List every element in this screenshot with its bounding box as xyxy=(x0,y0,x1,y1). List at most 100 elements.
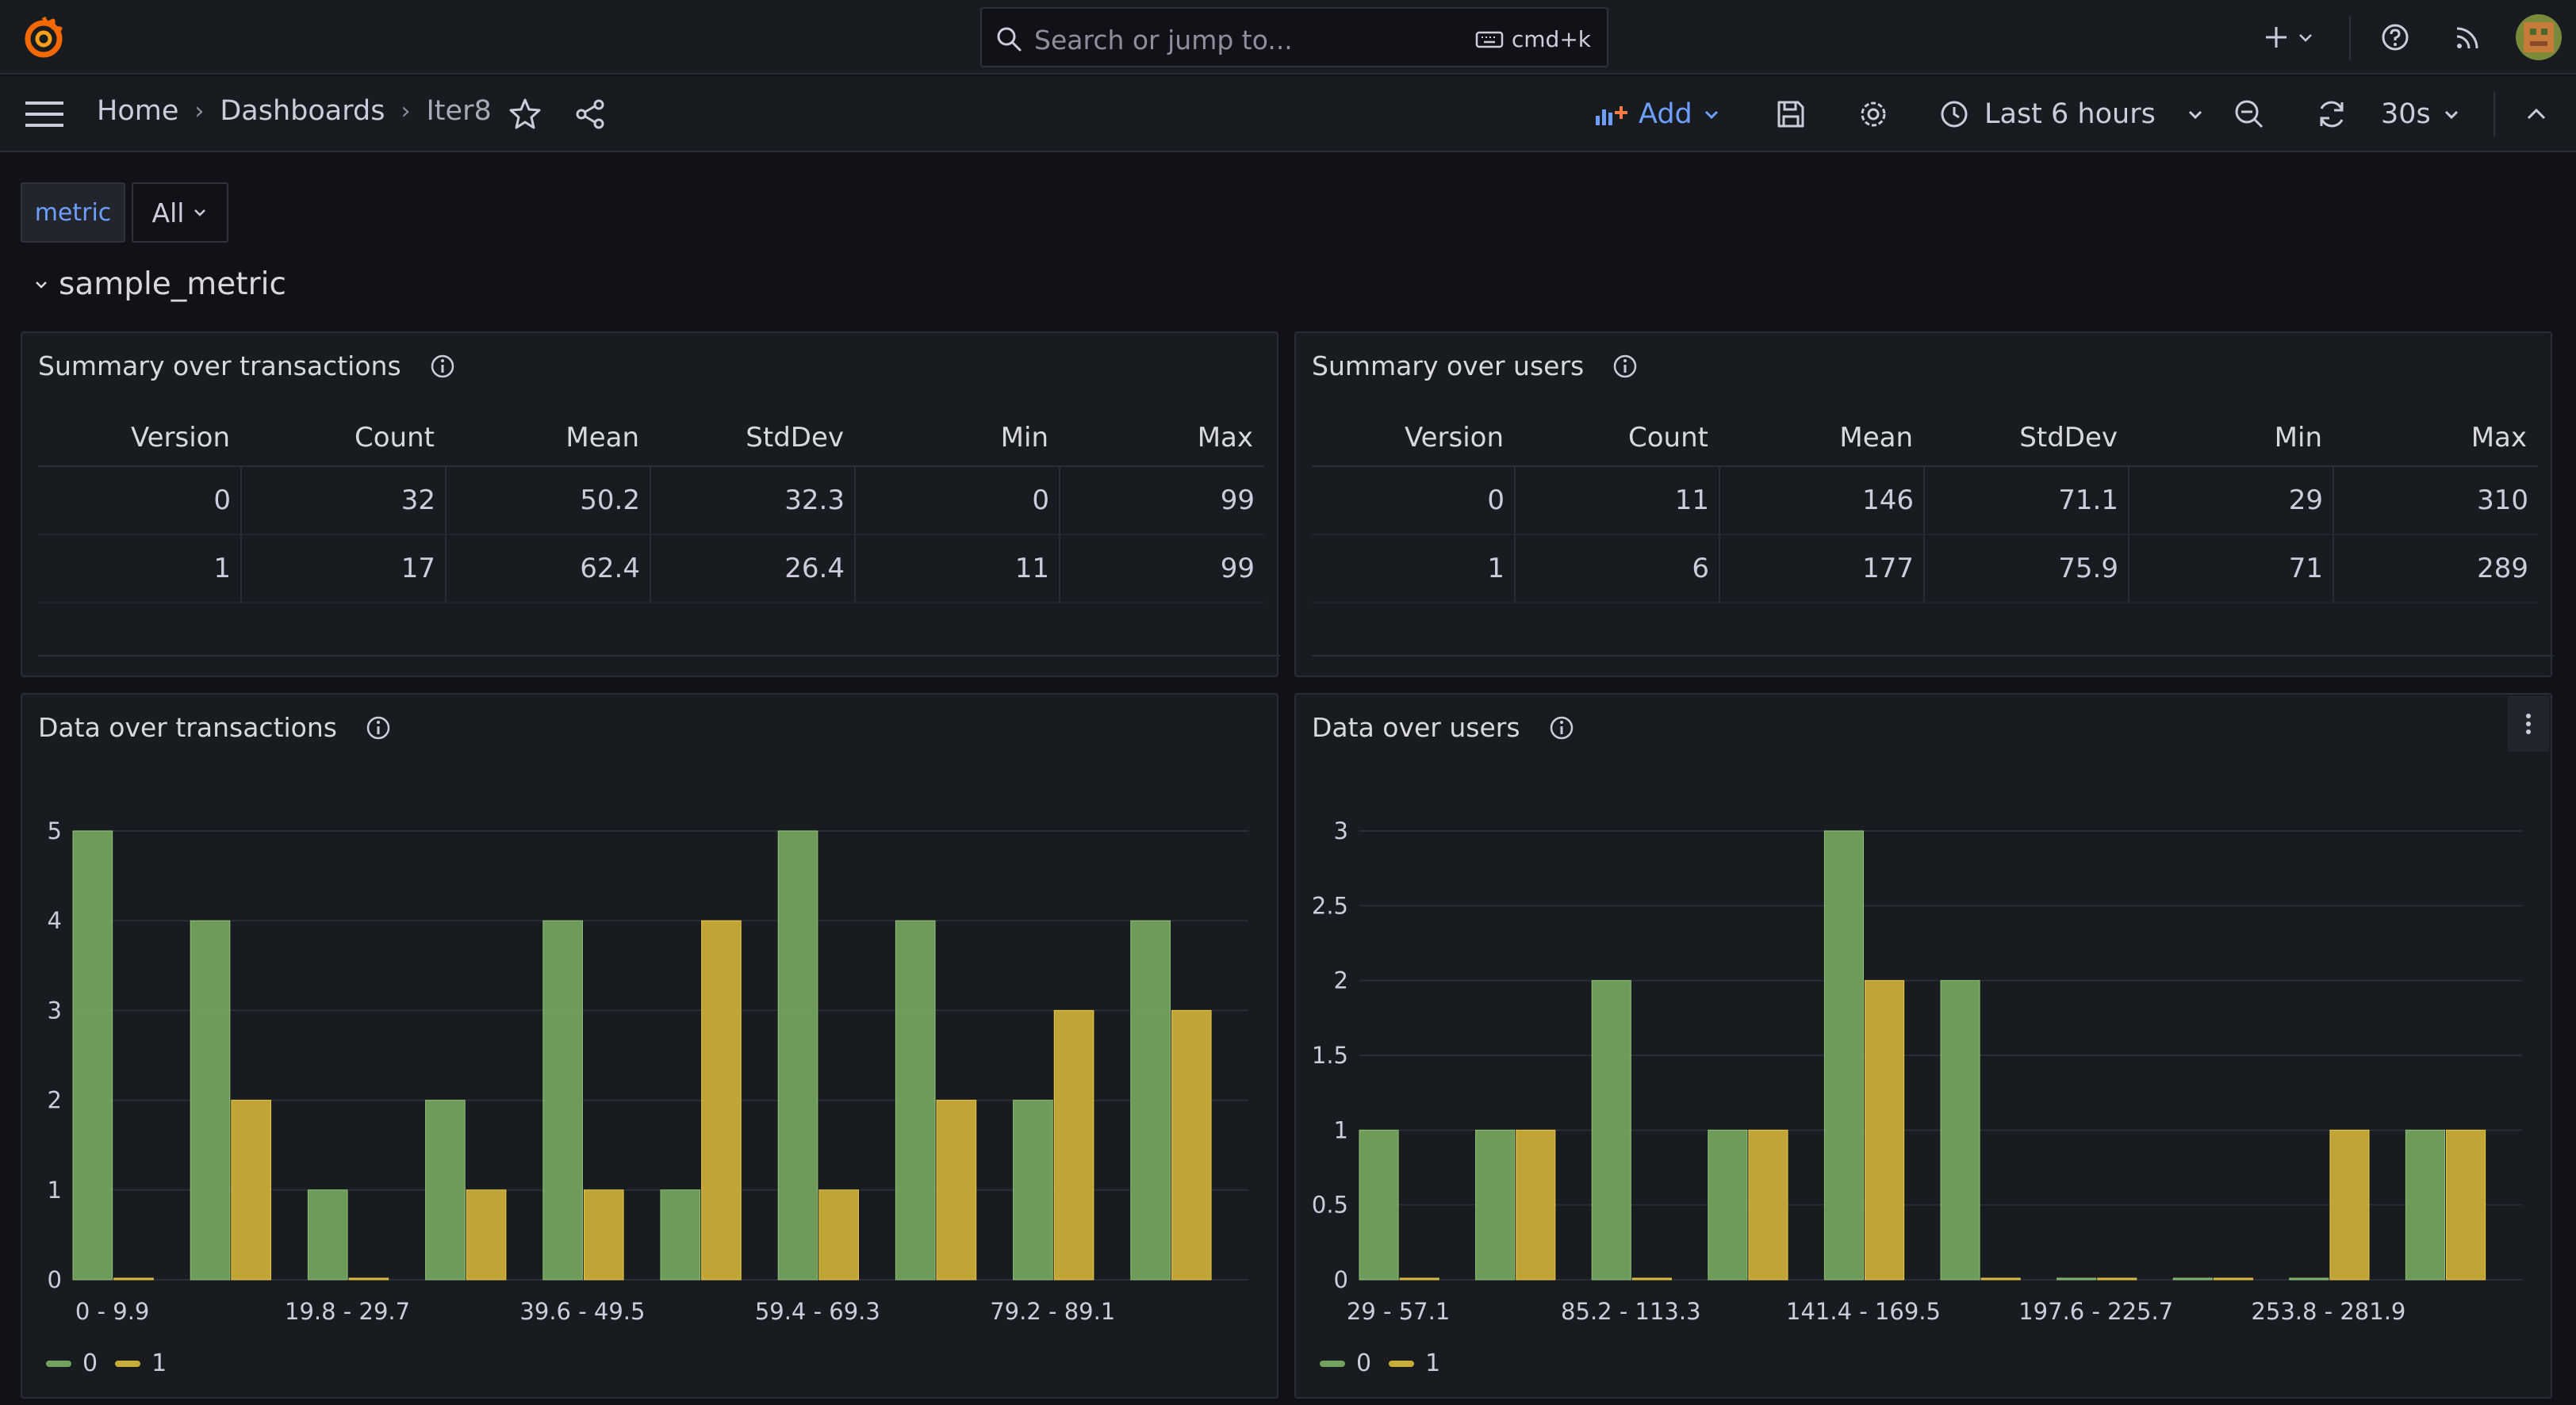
y-tick-label: 2.5 xyxy=(1312,892,1348,919)
bar-series-0 xyxy=(2405,1129,2446,1281)
y-tick-label: 0 xyxy=(48,1266,62,1293)
bar-series-1 xyxy=(2329,1129,2370,1281)
chevron-up-icon[interactable] xyxy=(2519,97,2554,132)
zoom-out-icon[interactable] xyxy=(2232,97,2267,132)
add-button[interactable]: Add xyxy=(1594,94,1721,135)
search-icon xyxy=(997,27,1022,52)
clock-icon xyxy=(1941,101,1968,128)
y-tick-label: 1.5 xyxy=(1312,1042,1348,1069)
column-header[interactable]: StdDev xyxy=(650,409,855,467)
table-row: 1 17 62.4 26.4 11 99 xyxy=(38,534,1264,603)
bar-series-0 xyxy=(1708,1129,1748,1281)
grafana-logo-icon[interactable] xyxy=(21,14,67,60)
table-cell: 0 xyxy=(38,466,242,535)
info-icon[interactable] xyxy=(1547,714,1576,742)
column-header[interactable]: Min xyxy=(855,409,1060,467)
table-cell: 17 xyxy=(241,534,447,603)
breadcrumb-home[interactable]: Home xyxy=(97,95,179,127)
x-tick-label: 141.4 - 169.5 xyxy=(1786,1298,1941,1325)
legend-label: 1 xyxy=(151,1349,167,1377)
bar-series-1 xyxy=(2097,1277,2137,1281)
bar-series-0 xyxy=(425,1100,466,1281)
variable-select-metric[interactable]: All xyxy=(132,182,228,243)
search-bar[interactable]: Search or jump to... cmd+k xyxy=(980,7,1608,67)
table-header-row: Version Count Mean StdDev Min Max xyxy=(1312,409,2538,467)
x-tick-label: 19.8 - 29.7 xyxy=(285,1298,410,1325)
table-cell: 99 xyxy=(1060,466,1264,535)
bar-series-0 xyxy=(1823,830,1865,1281)
chevron-down-icon xyxy=(1704,110,1718,120)
column-header[interactable]: StdDev xyxy=(1924,409,2129,467)
chevron-down-icon xyxy=(194,209,206,216)
breadcrumb-current: Iter8 xyxy=(426,95,492,127)
panel-title-text: Data over users xyxy=(1312,712,1520,743)
star-icon[interactable] xyxy=(508,97,542,132)
panel-data-users: Data over users 0 0.5 1 1.5 2 2.5 3 29 - 57.1 85… xyxy=(1294,693,2552,1399)
help-button[interactable] xyxy=(2379,0,2411,75)
legend-item-series-1[interactable]: 1 xyxy=(1389,1349,1440,1377)
panel-title[interactable]: Summary over transactions xyxy=(38,350,457,381)
column-header[interactable]: Count xyxy=(241,409,446,467)
panel-title-text: Data over transactions xyxy=(38,712,337,743)
bar-chart-transactions: 0 1 2 3 4 5 0 - 9.9 19.8 - 29.7 39.6 - 49.5 59.4 … xyxy=(48,817,1248,1325)
column-header[interactable]: Mean xyxy=(446,409,650,467)
divider xyxy=(2349,16,2351,60)
breadcrumb-separator: › xyxy=(401,97,411,125)
legend-item-series-0[interactable]: 0 xyxy=(46,1349,98,1377)
legend-label: 0 xyxy=(82,1349,98,1377)
panel-title[interactable]: Data over transactions xyxy=(38,712,393,743)
info-icon[interactable] xyxy=(1611,352,1639,381)
panel-title[interactable]: Data over users xyxy=(1312,712,1576,743)
column-header[interactable]: Min xyxy=(2129,409,2333,467)
refresh-interval-picker[interactable]: 30s xyxy=(2381,94,2461,135)
bar-series-1 xyxy=(231,1100,271,1281)
user-avatar[interactable] xyxy=(2516,14,2562,60)
table-cell: 29 xyxy=(2129,466,2334,535)
bar-series-0 xyxy=(190,920,231,1281)
breadcrumb: Home › Dashboards › Iter8 xyxy=(97,95,492,127)
time-range-picker[interactable]: Last 6 hours xyxy=(1938,94,2205,135)
bar-series-0 xyxy=(1940,980,1980,1281)
table-cell: 32 xyxy=(241,466,447,535)
legend-swatch xyxy=(115,1360,141,1367)
column-header[interactable]: Version xyxy=(38,409,241,467)
column-header[interactable]: Max xyxy=(1060,409,1264,467)
search-shortcut-text: cmd+k xyxy=(1511,26,1591,52)
column-header[interactable]: Version xyxy=(1312,409,1515,467)
share-icon[interactable] xyxy=(573,97,608,132)
y-tick-label: 0.5 xyxy=(1312,1192,1348,1219)
table-header-row: Version Count Mean StdDev Min Max xyxy=(38,409,1264,467)
search-placeholder: Search or jump to... xyxy=(1034,25,1293,56)
gear-icon[interactable] xyxy=(1856,97,1891,132)
menu-icon[interactable] xyxy=(24,98,65,130)
save-icon[interactable] xyxy=(1773,97,1808,132)
column-header[interactable]: Max xyxy=(2333,409,2538,467)
info-icon[interactable] xyxy=(364,714,393,742)
table-cell: 99 xyxy=(1060,534,1264,603)
refresh-interval-label: 30s xyxy=(2381,98,2431,130)
info-icon[interactable] xyxy=(428,352,457,381)
bar-series-0 xyxy=(307,1189,348,1281)
bar-series-1 xyxy=(1980,1277,2021,1281)
refresh-icon[interactable] xyxy=(2314,97,2349,132)
legend-item-series-1[interactable]: 1 xyxy=(115,1349,167,1377)
news-button[interactable] xyxy=(2452,0,2484,75)
plus-icon xyxy=(2266,27,2287,48)
table-cell: 11 xyxy=(855,534,1060,603)
row-header[interactable]: sample_metric xyxy=(33,266,286,302)
legend-item-series-0[interactable]: 0 xyxy=(1320,1349,1371,1377)
table-row: 1 6 177 75.9 71 289 xyxy=(1312,534,2538,603)
summary-table-users: Version Count Mean StdDev Min Max 0 11 1… xyxy=(1312,409,2538,603)
breadcrumb-dashboards[interactable]: Dashboards xyxy=(220,95,385,127)
panel-title[interactable]: Summary over users xyxy=(1312,350,1639,381)
column-header[interactable]: Mean xyxy=(1719,409,1924,467)
table-cell: 50.2 xyxy=(446,466,651,535)
table-cell: 310 xyxy=(2333,466,2538,535)
dashboard-nav-bar: Home › Dashboards › Iter8 Add xyxy=(0,76,2576,152)
panel-menu-button[interactable] xyxy=(2508,696,2549,752)
chevron-down-icon xyxy=(2188,110,2202,120)
bar-series-1 xyxy=(1631,1277,1672,1281)
bar-series-0 xyxy=(1591,980,1631,1281)
new-menu-button[interactable] xyxy=(2262,0,2316,75)
column-header[interactable]: Count xyxy=(1515,409,1719,467)
